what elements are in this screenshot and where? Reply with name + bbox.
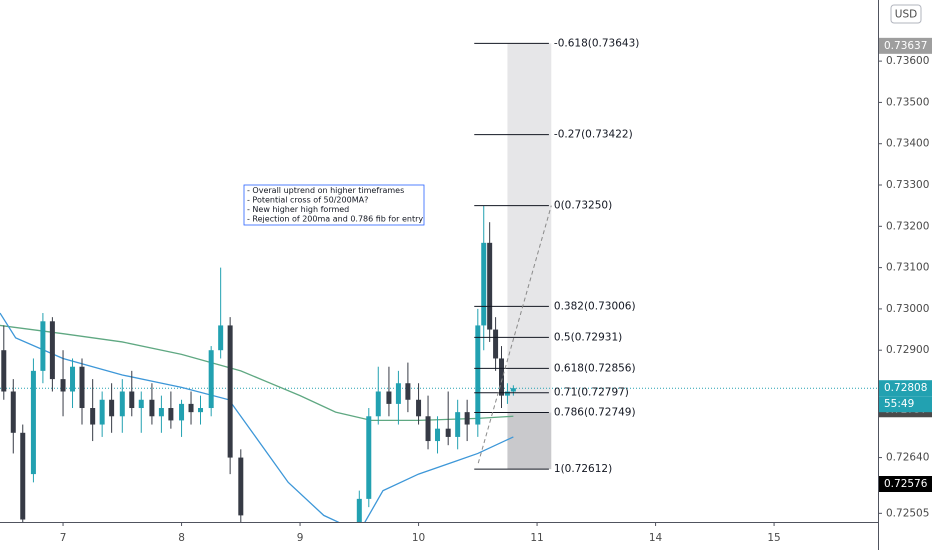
candle-body [504,391,510,396]
candle-body [79,366,85,409]
fib-zone-upper [507,43,552,413]
fib-label: 0.5(0.72931) [554,331,622,343]
y-tick-label: 0.73000 [886,303,929,315]
moving-average [0,312,514,522]
price-badge-label: 0.72808 [884,382,927,394]
candle-body [455,412,461,437]
fib-label: 0(0.73250) [554,200,612,212]
y-tick-label: 0.72505 [886,507,929,519]
annotation: - Overall uptrend on higher timeframes- … [243,184,425,226]
moving-average [0,324,514,422]
x-tick-label: 11 [530,532,543,544]
candle-body [238,457,244,516]
candle-body [20,432,26,520]
candle-body [493,329,499,359]
countdown-badge [879,396,932,413]
price-badge-label: 0.73637 [884,40,927,52]
candle-body [405,383,411,400]
annotation-line: - Rejection of 200ma and 0.786 fib for e… [247,215,423,224]
y-tick-label: 0.72900 [886,344,929,356]
fib-label: 0.786(0.72749) [554,407,636,419]
candle-body [70,366,76,392]
candle-body [425,416,431,442]
x-tick-label: 9 [297,532,304,544]
candle-body [227,325,233,458]
fib-label: -0.27(0.73422) [554,129,633,141]
candle-body [366,416,372,499]
annotation-box [243,184,425,226]
candle-body [138,399,144,409]
candle-body [416,399,422,417]
fib-trend [477,205,552,464]
candle-body [90,408,96,425]
fib-label: 1(0.72612) [554,463,612,475]
candle-body [10,391,16,433]
candle-body [49,321,55,380]
y-tick-label: 0.73600 [886,55,929,67]
price-badge [879,476,932,493]
x-tick-label: 14 [649,532,663,544]
candle-body [386,391,392,404]
y-tick-label: 0.73300 [886,179,929,191]
candle-body [129,391,135,409]
fib-label: 0.71(0.72797) [554,387,629,399]
candle-body [149,399,155,417]
candle-body [356,498,362,522]
candle-body [179,403,185,421]
fib-zone-lower [507,412,552,470]
candle-body [168,408,174,421]
candle-body [487,242,493,330]
candle-body [445,428,451,437]
x-tick-label: 10 [412,532,425,544]
axes: 0.73600 0.73500 0.73400 0.73300 0.73200 0.731… [60,37,932,544]
candle-body [481,242,487,326]
candle-body [40,321,46,371]
y-tick-label: 0.72640 [886,452,929,464]
candle-body [499,358,505,396]
candle-body [395,383,401,404]
candle-body [158,408,164,417]
candle-body [510,388,516,392]
y-tick-label: 0.73500 [886,96,929,108]
candle-body [375,391,381,417]
price-badge [879,380,932,397]
annotation-line: - New higher high formed [247,205,349,214]
candle-body [464,412,470,425]
candle-body [119,391,125,417]
fib-label: -0.618(0.73643) [554,37,639,49]
candle-body [109,399,115,417]
annotation-line: - Overall uptrend on higher timeframes [247,186,404,195]
y-tick-label: 0.73100 [886,262,929,274]
y-tick-label: 0.73200 [886,220,929,232]
x-tick-label: 7 [60,532,67,544]
candle-body [188,403,194,413]
candle-body [208,350,214,409]
annotation-line: - Potential cross of 50/200MA? [247,196,368,205]
price-badge-label: 0.72576 [884,478,928,490]
currency-button[interactable] [890,4,922,24]
x-tick-label: 15 [767,532,780,544]
candle-body [198,408,204,413]
candle-body [218,325,224,351]
candle-body [99,399,105,425]
y-tick-label: 0.73400 [886,138,929,150]
candle-body [60,379,66,392]
currency[interactable]: USD [895,9,917,21]
plot: -0.618(0.73643) -0.27(0.73422) 0(0.73250) 0… [0,37,878,522]
price-badge [879,37,932,54]
candle-body [30,370,36,475]
candle-body [475,325,481,425]
candle-body [1,350,7,392]
candle-body [435,428,441,442]
fib-label: 0.618(0.72856) [554,362,636,374]
x-tick-label: 8 [178,532,185,544]
countdown: 55:49 [884,398,914,410]
fib-label: 0.382(0.73006) [554,300,636,312]
